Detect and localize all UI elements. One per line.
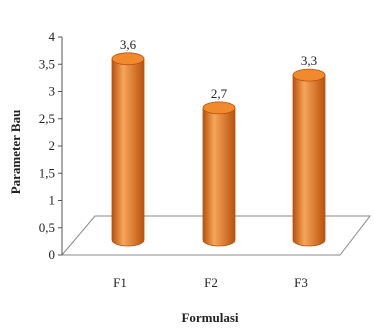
bar-f2 bbox=[202, 101, 236, 247]
bar-body bbox=[292, 74, 326, 247]
y-tick-label: 0 bbox=[49, 247, 56, 262]
x-tick-label: F2 bbox=[204, 275, 218, 290]
bar-top bbox=[111, 52, 145, 66]
y-tick-label: 2,5 bbox=[39, 111, 55, 126]
data-label: 3,6 bbox=[120, 37, 137, 52]
bar-top bbox=[202, 101, 236, 115]
bar-f1 bbox=[111, 52, 145, 247]
y-tick-label: 1,5 bbox=[39, 165, 55, 180]
x-tick-label: F1 bbox=[113, 275, 127, 290]
x-tick-label: F3 bbox=[294, 275, 308, 290]
bar-f3 bbox=[292, 68, 326, 247]
bar-body bbox=[111, 58, 145, 247]
y-axis-title: Parameter Bau bbox=[8, 110, 23, 195]
y-tick-label: 3,5 bbox=[39, 56, 55, 71]
y-tick-label: 1 bbox=[49, 193, 56, 208]
y-tick-label: 0,5 bbox=[39, 220, 55, 235]
x-axis-title: Formulasi bbox=[181, 310, 238, 325]
y-tick-label: 3 bbox=[49, 84, 56, 99]
y-tick-label: 2 bbox=[49, 138, 56, 153]
data-label: 3,3 bbox=[301, 53, 317, 68]
data-label: 2,7 bbox=[211, 86, 228, 101]
y-tick-label: 4 bbox=[49, 29, 56, 44]
bar-top bbox=[292, 68, 326, 82]
bar-body bbox=[202, 107, 236, 247]
